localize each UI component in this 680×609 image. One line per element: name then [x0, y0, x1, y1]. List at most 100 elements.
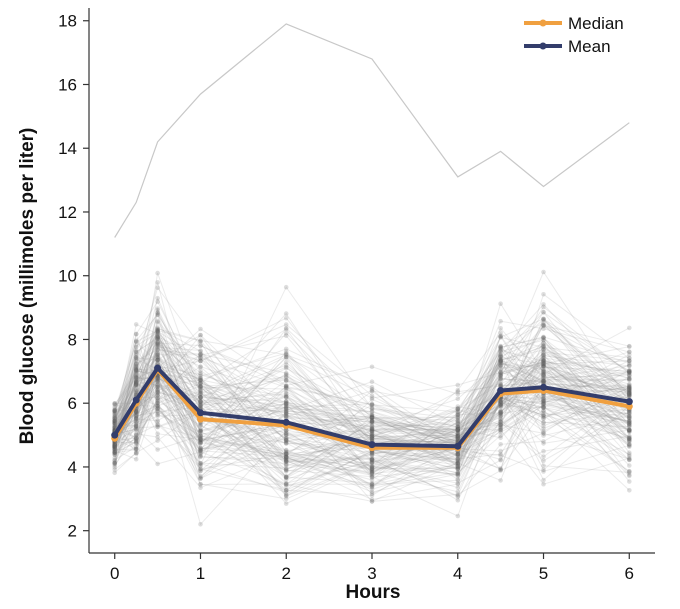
individual-point — [112, 404, 117, 410]
individual-trace — [114, 300, 630, 419]
individual-point — [133, 456, 139, 462]
individual-point — [455, 410, 461, 416]
individual-point — [198, 392, 203, 398]
individual-point — [541, 350, 546, 356]
individual-point — [198, 381, 203, 386]
individual-point — [283, 411, 289, 417]
individual-point — [455, 434, 461, 440]
individual-point — [155, 406, 160, 411]
individual-trace — [114, 384, 630, 471]
individual-point — [455, 389, 461, 395]
individual-point — [283, 432, 289, 438]
individual-point — [369, 426, 375, 432]
individual-point — [541, 405, 546, 411]
individual-trace — [114, 368, 630, 475]
individual-point — [112, 418, 117, 424]
individual-point — [498, 318, 503, 324]
individual-point — [198, 391, 203, 397]
individual-point — [455, 416, 461, 421]
individual-point — [498, 419, 503, 424]
individual-point — [498, 367, 503, 372]
individual-point — [155, 318, 160, 324]
individual-point — [455, 460, 461, 466]
individual-point — [133, 415, 139, 421]
individual-point — [498, 467, 503, 473]
individual-point — [112, 450, 117, 455]
individual-point — [198, 445, 203, 451]
individual-point — [112, 442, 117, 448]
individual-point — [541, 347, 546, 353]
individual-trace — [114, 311, 630, 468]
individual-point — [133, 382, 139, 388]
individual-point — [498, 421, 503, 427]
individual-point — [283, 322, 289, 327]
individual-point — [541, 369, 546, 374]
individual-point — [627, 468, 632, 474]
individual-point — [369, 480, 375, 486]
individual-point — [627, 413, 632, 419]
individual-point — [198, 395, 203, 400]
individual-point — [155, 341, 160, 346]
individual-point — [541, 463, 546, 469]
individual-point — [455, 459, 461, 464]
individual-point — [133, 368, 139, 373]
individual-point — [112, 445, 117, 450]
y-tick-label: 2 — [68, 522, 77, 541]
individual-point — [498, 404, 503, 409]
individual-point — [498, 372, 503, 377]
individual-point — [627, 382, 632, 388]
individual-point — [455, 460, 461, 465]
individual-point — [455, 435, 461, 441]
individual-point — [541, 400, 546, 406]
individual-point — [155, 285, 160, 291]
individual-point — [455, 492, 461, 497]
individual-trace — [114, 380, 630, 481]
individual-point — [627, 343, 632, 349]
individual-trace — [114, 328, 630, 455]
individual-trace — [114, 374, 630, 471]
individual-point — [283, 392, 289, 398]
individual-trace — [114, 365, 630, 497]
individual-point — [112, 401, 117, 406]
individual-trace — [114, 339, 630, 484]
individual-point — [112, 422, 117, 428]
individual-point — [133, 331, 139, 337]
individual-point — [498, 422, 503, 428]
individual-point — [627, 387, 632, 392]
individual-point — [112, 440, 117, 446]
individual-point — [627, 393, 632, 399]
individual-point — [155, 331, 160, 337]
individual-point — [627, 419, 632, 425]
individual-point — [541, 358, 546, 364]
individual-point — [198, 429, 203, 435]
individual-point — [541, 366, 546, 372]
individual-point — [133, 379, 139, 385]
individual-point — [541, 393, 546, 399]
individual-trace — [114, 311, 630, 474]
individual-point — [541, 363, 546, 369]
individual-point — [369, 414, 375, 419]
individual-point — [198, 446, 203, 451]
individual-point — [155, 343, 160, 349]
individual-point — [283, 456, 289, 461]
individual-point — [133, 426, 139, 432]
individual-point — [283, 284, 289, 290]
individual-point — [369, 434, 375, 439]
individual-point — [627, 455, 632, 461]
individual-point — [283, 427, 289, 433]
individual-point — [541, 481, 546, 487]
individual-point — [133, 364, 139, 369]
individual-point — [112, 448, 117, 454]
individual-point — [455, 427, 461, 433]
individual-point — [198, 441, 203, 446]
individual-point — [133, 339, 139, 345]
individual-point — [155, 358, 160, 363]
individual-trace — [114, 349, 630, 486]
individual-point — [155, 354, 160, 360]
individual-point — [283, 408, 289, 413]
individual-point — [498, 435, 503, 441]
individual-point — [283, 455, 289, 461]
individual-trace — [114, 377, 630, 497]
individual-point — [283, 405, 289, 410]
individual-point — [541, 405, 546, 410]
